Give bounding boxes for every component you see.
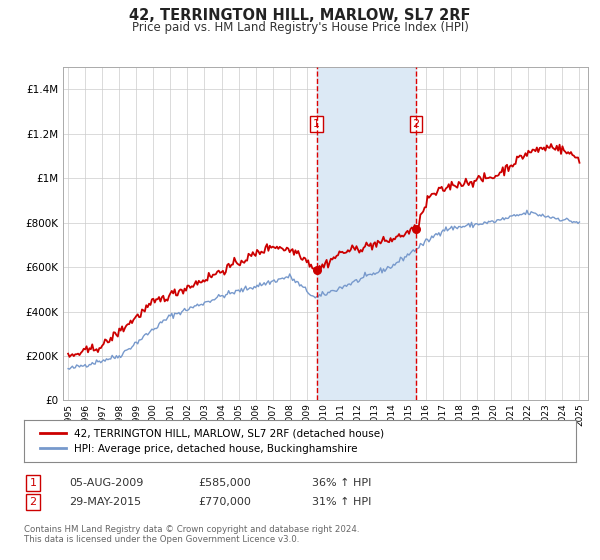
Text: Contains HM Land Registry data © Crown copyright and database right 2024.: Contains HM Land Registry data © Crown c… — [24, 525, 359, 534]
Text: 1: 1 — [29, 478, 37, 488]
Text: 36% ↑ HPI: 36% ↑ HPI — [312, 478, 371, 488]
Text: £770,000: £770,000 — [198, 497, 251, 507]
Text: 05-AUG-2009: 05-AUG-2009 — [69, 478, 143, 488]
Point — [411, 225, 421, 234]
Text: 1: 1 — [313, 119, 320, 129]
Text: 42, TERRINGTON HILL, MARLOW, SL7 2RF: 42, TERRINGTON HILL, MARLOW, SL7 2RF — [129, 8, 471, 24]
Bar — [317, 67, 416, 400]
Text: 29-MAY-2015: 29-MAY-2015 — [69, 497, 141, 507]
Point — [312, 266, 322, 275]
Text: This data is licensed under the Open Government Licence v3.0.: This data is licensed under the Open Gov… — [24, 535, 299, 544]
Text: 31% ↑ HPI: 31% ↑ HPI — [312, 497, 371, 507]
Text: 2: 2 — [29, 497, 37, 507]
Text: £585,000: £585,000 — [198, 478, 251, 488]
Text: 2: 2 — [412, 119, 419, 129]
Legend: 42, TERRINGTON HILL, MARLOW, SL7 2RF (detached house), HPI: Average price, detac: 42, TERRINGTON HILL, MARLOW, SL7 2RF (de… — [35, 423, 389, 459]
Text: Price paid vs. HM Land Registry's House Price Index (HPI): Price paid vs. HM Land Registry's House … — [131, 21, 469, 34]
